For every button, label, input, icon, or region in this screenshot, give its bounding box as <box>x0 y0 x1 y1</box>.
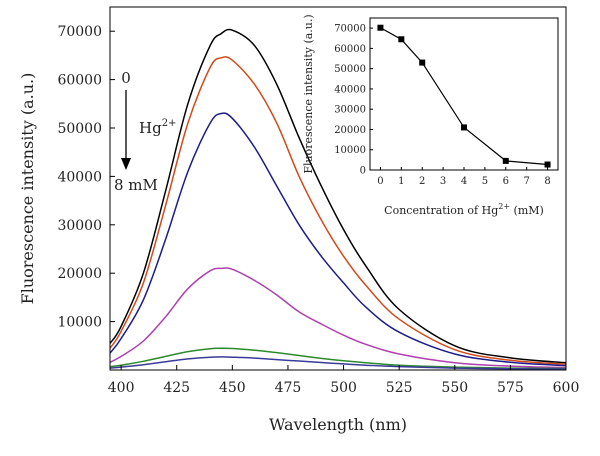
inset-x-tick-label: 2 <box>419 176 425 187</box>
inset-data-point <box>377 24 384 31</box>
inset-x-tick-label: 7 <box>523 176 529 187</box>
x-tick-label: 500 <box>330 380 357 396</box>
inset-y-tick-label: 60000 <box>334 44 366 55</box>
y-tick-label: 30000 <box>57 218 102 234</box>
x-tick-label: 475 <box>275 380 302 396</box>
inset-y-tick-label: 10000 <box>334 145 366 156</box>
x-tick-label: 575 <box>497 380 524 396</box>
y-tick-label: 40000 <box>57 169 102 185</box>
inset-y-tick-label: 0 <box>360 166 366 177</box>
inset-frame <box>369 17 559 171</box>
inset-y-axis-label: Fluorescence intensity (a.u.) <box>302 14 315 173</box>
inset-x-axis-label-sup: 2+ <box>498 202 510 211</box>
inset-y-tick-label: 50000 <box>334 64 366 75</box>
annotation-ion: Hg2+ <box>139 118 176 137</box>
y-tick-label: 10000 <box>57 315 102 331</box>
inset-data-point <box>502 157 509 164</box>
annotation-end: 8 mM <box>114 176 158 194</box>
inset-y-tick-label: 30000 <box>334 105 366 116</box>
inset-y-tick-label: 40000 <box>334 84 366 95</box>
plot-frame <box>109 6 567 371</box>
series-line-5 <box>110 347 566 370</box>
x-tick-label: 400 <box>108 380 135 396</box>
series-line-1 <box>110 28 566 364</box>
x-tick-label: 600 <box>553 380 580 396</box>
y-axis-label: Fluorescence intensity (a.u.) <box>18 73 37 305</box>
inset-data-point <box>544 161 551 168</box>
x-tick-label: 425 <box>163 380 190 396</box>
arrow-head <box>121 158 131 170</box>
inset-x-axis-label: Concentration of Hg2+ (mM) <box>384 202 544 217</box>
x-tick-label: 550 <box>441 380 468 396</box>
series-line-3 <box>110 112 566 367</box>
annotation-ion-charge: 2+ <box>162 118 177 129</box>
y-tick-label: 20000 <box>57 266 102 282</box>
inset-x-tick-label: 5 <box>482 176 488 187</box>
inset-x-axis-label-unit: (mM) <box>510 204 544 217</box>
x-axis-label: Wavelength (nm) <box>269 415 407 434</box>
annotation-start: 0 <box>121 69 131 87</box>
inset-x-tick-label: 4 <box>461 176 467 187</box>
y-tick-label: 60000 <box>57 73 102 89</box>
main-plot: 400 425 450 475 500 525 550 575 6001000020000300… <box>18 6 580 434</box>
inset-x-tick-label: 1 <box>398 176 404 187</box>
series-line-6 <box>110 356 566 370</box>
inset-data-point <box>398 36 405 43</box>
inset-plot: 0 1 2 3 4 5 6 7 8 0 10000 20000 30000 40000 50000 60000… <box>302 14 559 217</box>
y-tick-label: 70000 <box>57 24 102 40</box>
inset-x-tick-label: 8 <box>544 176 550 187</box>
inset-data-point <box>419 59 426 66</box>
inset-x-tick-label: 3 <box>440 176 446 187</box>
series-line-2 <box>110 56 566 365</box>
inset-data-point <box>461 124 467 131</box>
inset-y-tick-label: 70000 <box>334 24 366 35</box>
inset-series-line <box>380 27 548 166</box>
y-tick-label: 50000 <box>57 121 102 137</box>
series-line-4 <box>110 267 566 369</box>
x-tick-label: 450 <box>219 380 246 396</box>
inset-x-tick-label: 0 <box>377 176 383 187</box>
x-tick-label: 525 <box>386 380 413 396</box>
inset-y-tick-label: 20000 <box>334 125 366 136</box>
inset-x-tick-label: 6 <box>503 176 509 187</box>
